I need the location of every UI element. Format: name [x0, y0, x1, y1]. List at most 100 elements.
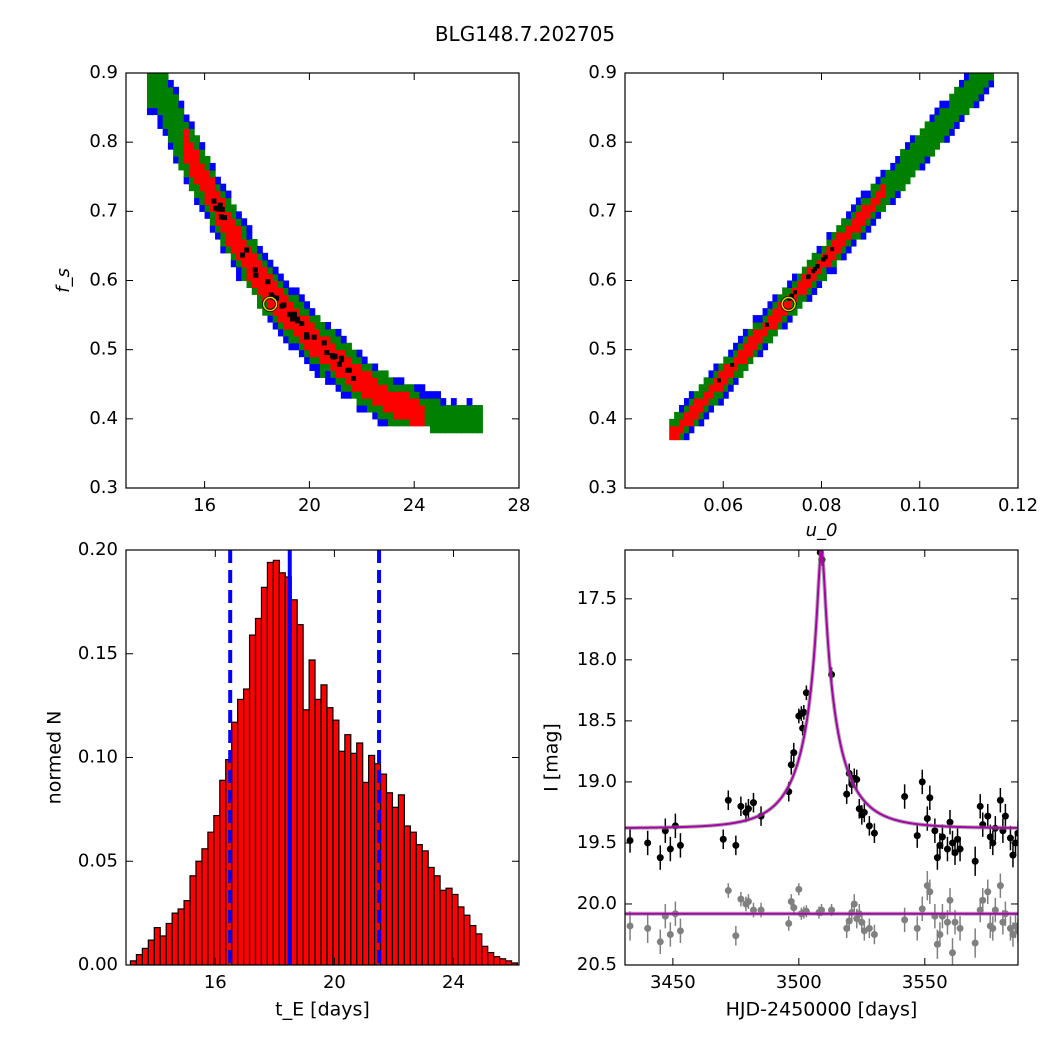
data-point [901, 793, 909, 801]
posterior-cell [713, 370, 719, 378]
posterior-cell [356, 384, 363, 392]
data-point [926, 794, 934, 802]
posterior-cell [372, 391, 379, 399]
posterior-cell [747, 356, 754, 365]
posterior-cell [340, 384, 347, 392]
posterior-cell [157, 73, 164, 81]
posterior-cell [880, 197, 886, 206]
posterior-cell [973, 79, 980, 88]
posterior-cell [167, 135, 174, 143]
y-tick-label: 19.5 [577, 832, 617, 853]
data-point [1009, 930, 1017, 938]
posterior-cell [325, 370, 331, 378]
posterior-cell [377, 398, 384, 406]
posterior-cell [188, 156, 195, 164]
posterior-cell [377, 418, 384, 427]
posterior-cell [408, 384, 415, 392]
posterior-cell [787, 308, 793, 316]
posterior-cell [167, 114, 174, 123]
posterior-cell [178, 162, 185, 171]
best-sample-cell [211, 198, 217, 204]
posterior-cell [683, 425, 690, 434]
data-point [936, 930, 944, 938]
data-point [790, 749, 798, 757]
posterior-cell [954, 93, 960, 102]
posterior-cell [767, 301, 773, 309]
posterior-cell [262, 280, 269, 289]
histogram-bar [278, 572, 286, 965]
histogram-bar [445, 887, 453, 965]
posterior-cell [747, 335, 754, 344]
posterior-cell [723, 377, 729, 385]
posterior-cell [361, 370, 368, 378]
data-point [802, 689, 810, 697]
posterior-cell [246, 266, 253, 275]
posterior-cell [215, 176, 221, 185]
posterior-cell [246, 252, 253, 261]
best-sample-cell [321, 340, 327, 346]
posterior-cell [471, 411, 478, 420]
best-sample-cell [252, 267, 258, 273]
posterior-cell [757, 335, 764, 344]
posterior-cell [900, 162, 906, 171]
posterior-cell [963, 100, 970, 109]
posterior-cell [304, 301, 310, 309]
histogram-bar [344, 734, 352, 965]
posterior-cell [403, 384, 410, 392]
posterior-cell [314, 335, 321, 344]
histogram-bar [481, 945, 489, 965]
posterior-cell [944, 128, 950, 136]
posterior-cell [236, 218, 242, 226]
posterior-cell [361, 391, 368, 399]
data-point [626, 837, 634, 844]
posterior-cell [183, 169, 190, 178]
posterior-cell [782, 322, 788, 330]
posterior-cell [728, 384, 734, 392]
y-tick-label: 17.5 [577, 588, 617, 609]
posterior-cell [850, 232, 857, 240]
posterior-cell [846, 218, 852, 226]
posterior-cell [885, 190, 891, 199]
histogram-bar [302, 709, 310, 965]
posterior-cell [978, 86, 985, 95]
posterior-cell [865, 218, 872, 226]
posterior-cell [973, 93, 980, 102]
posterior-cell [471, 418, 478, 427]
posterior-cell [262, 273, 269, 282]
best-sample-cell [813, 267, 818, 272]
posterior-cell [267, 315, 274, 323]
posterior-cell [924, 128, 931, 136]
histogram-bars [129, 559, 519, 965]
posterior-cell [811, 252, 818, 261]
posterior-cell [283, 315, 290, 323]
posterior-cell [752, 328, 759, 337]
posterior-cell [209, 176, 216, 185]
posterior-cells [669, 73, 995, 441]
data-point [850, 900, 858, 908]
posterior-cell [408, 405, 415, 413]
posterior-cell [959, 114, 965, 123]
posterior-cell [703, 377, 710, 385]
data-point [845, 917, 853, 925]
posterior-cell [178, 114, 185, 123]
posterior-cell [220, 218, 227, 226]
histogram-bar [368, 754, 376, 965]
posterior-cell [826, 252, 832, 261]
posterior-cell [718, 370, 724, 378]
histogram-bar [260, 586, 269, 965]
posterior-cell [335, 377, 342, 385]
posterior-cell [674, 411, 680, 420]
posterior-cell [372, 398, 379, 406]
posterior-cell [429, 418, 436, 427]
best-sample-cell [265, 279, 271, 285]
y-tick-label: 0.20 [78, 539, 118, 560]
posterior-cell [199, 197, 206, 206]
posterior-cell [757, 328, 764, 337]
posterior-cell [304, 322, 310, 330]
posterior-cell [949, 100, 955, 109]
posterior-cell [713, 384, 719, 392]
posterior-cell [377, 370, 384, 378]
y-tick-label: 0.00 [78, 954, 118, 975]
posterior-cell [351, 356, 358, 365]
histogram-bar [147, 939, 155, 965]
